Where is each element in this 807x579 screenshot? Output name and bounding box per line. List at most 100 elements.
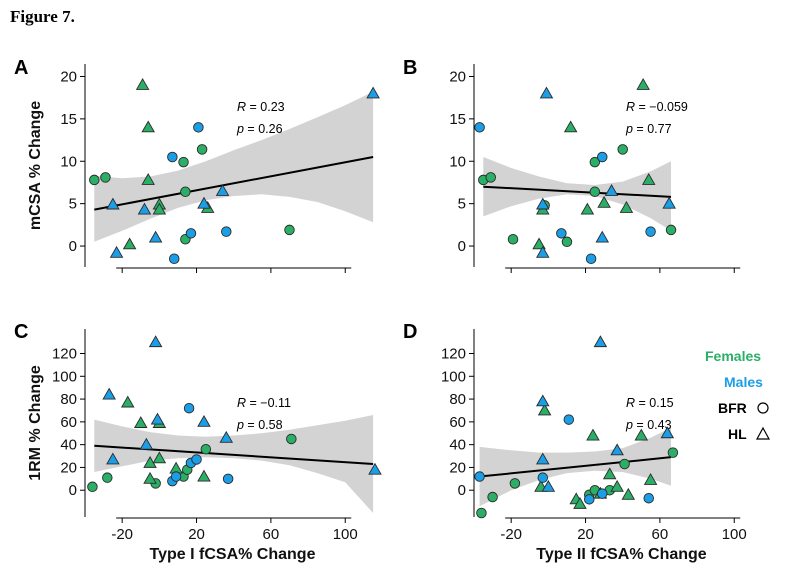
p-value: p = 0.58 xyxy=(236,418,283,432)
data-point-male-triangle xyxy=(366,86,380,99)
data-point-female-triangle xyxy=(133,416,148,428)
data-point-male-circle xyxy=(645,226,656,237)
data-point-male-circle xyxy=(474,122,485,133)
data-point-female-circle xyxy=(100,172,111,183)
data-point-female-circle xyxy=(507,234,519,245)
data-point-female-circle xyxy=(589,156,601,168)
legend-triangle-icon xyxy=(755,426,771,440)
confidence-band xyxy=(94,91,374,242)
regression-line xyxy=(483,185,672,198)
confidence-band xyxy=(94,415,374,513)
data-point-female-circle xyxy=(487,491,498,503)
data-point-female-circle xyxy=(509,478,521,489)
y-tick-label: 120 xyxy=(52,346,77,363)
y-tick-label: 120 xyxy=(441,346,466,363)
data-point-female-triangle xyxy=(143,455,157,468)
x-tick-label: -20 xyxy=(111,526,133,543)
y-tick-label: 20 xyxy=(449,68,466,85)
y-tick-label: 0 xyxy=(69,238,77,255)
data-point-male-triangle xyxy=(148,230,163,243)
data-point-female-circle xyxy=(102,472,113,483)
data-point-male-triangle xyxy=(539,86,554,99)
data-point-male-circle xyxy=(597,151,608,163)
data-point-female-circle xyxy=(665,224,677,236)
data-point-female-triangle xyxy=(122,237,137,250)
y-axis-title: 1RM % Change xyxy=(27,365,44,481)
correlation-r: R = 0.15 xyxy=(626,396,674,410)
legend-circle-icon xyxy=(757,402,769,414)
data-point-male-circle xyxy=(183,402,195,414)
panel-D: D 0 20 40 60 80 100 120 -20 20 60 100 Type II fCSA% … xyxy=(403,321,747,563)
correlation-r: R = −0.11 xyxy=(237,396,291,410)
y-tick-label: 20 xyxy=(60,68,77,85)
correlation-r: R = −0.059 xyxy=(626,100,688,114)
data-point-female-triangle xyxy=(641,173,656,185)
data-point-female-triangle xyxy=(597,195,611,208)
data-point-female-triangle xyxy=(573,496,587,509)
data-point-female-triangle xyxy=(634,428,649,441)
data-point-female-triangle xyxy=(152,202,167,215)
data-point-male-circle xyxy=(597,488,608,499)
data-point-female-circle xyxy=(589,186,601,198)
y-tick-label: 0 xyxy=(69,482,77,499)
panel-A: A 0 5 10 15 20 mCSA % Change R = 0.23 p = 0.26 xyxy=(14,57,380,273)
data-point-female-triangle xyxy=(619,200,634,213)
data-point-female-triangle xyxy=(141,120,155,133)
y-tick-label: 40 xyxy=(60,437,77,454)
data-point-female-circle xyxy=(561,236,573,248)
y-tick-label: 10 xyxy=(60,153,77,170)
p-value: p = 0.26 xyxy=(236,122,283,136)
data-point-male-circle xyxy=(193,122,204,133)
data-point-male-triangle xyxy=(536,197,550,210)
data-point-male-triangle xyxy=(106,452,120,465)
data-point-female-circle xyxy=(178,156,189,168)
y-tick-label: 100 xyxy=(441,368,466,385)
data-point-female-triangle xyxy=(636,78,650,90)
data-point-male-circle xyxy=(185,228,197,239)
data-point-female-circle xyxy=(196,144,208,155)
x-tick-label: 20 xyxy=(577,526,594,543)
x-tick-label: 60 xyxy=(263,526,280,543)
data-point-male-triangle xyxy=(610,443,624,456)
data-point-female-triangle xyxy=(143,471,157,484)
data-point-female-triangle xyxy=(586,428,600,441)
x-tick-label: 100 xyxy=(722,526,747,543)
data-point-male-circle xyxy=(537,472,549,483)
panel-letter-B: B xyxy=(403,57,417,79)
data-point-male-triangle xyxy=(219,430,234,443)
data-point-female-circle xyxy=(619,458,630,470)
data-point-male-triangle xyxy=(197,414,211,427)
regression-line xyxy=(479,456,672,478)
panel-letter-C: C xyxy=(14,321,28,343)
data-point-female-triangle xyxy=(537,403,552,416)
y-tick-label: 80 xyxy=(449,391,466,408)
y-tick-label: 100 xyxy=(52,368,77,385)
y-tick-label: 15 xyxy=(60,111,77,128)
x-axis-title: Type I fCSA% Change xyxy=(150,546,316,563)
data-point-female-triangle xyxy=(580,202,595,215)
data-point-male-triangle xyxy=(604,184,619,196)
y-tick-label: 60 xyxy=(449,414,466,431)
y-tick-label: 0 xyxy=(458,482,466,499)
panels-container: A 0 5 10 15 20 mCSA % Change R = 0.23 p = 0.26 B 0… xyxy=(14,57,747,563)
y-tick-label: 20 xyxy=(449,459,466,476)
confidence-band xyxy=(483,157,671,231)
y-tick-label: 60 xyxy=(60,414,77,431)
data-point-female-circle xyxy=(89,174,100,186)
data-point-male-triangle xyxy=(102,387,116,400)
data-point-male-circle xyxy=(643,492,654,504)
data-point-female-circle xyxy=(286,433,297,445)
data-point-male-triangle xyxy=(139,437,154,450)
data-point-female-circle xyxy=(476,507,487,519)
data-point-male-triangle xyxy=(536,394,550,407)
data-point-male-circle xyxy=(585,253,597,265)
panel-B: B 0 5 10 15 20 R = −0.059 p = 0.77 xyxy=(403,57,741,273)
y-tick-label: 0 xyxy=(458,238,466,255)
data-point-male-circle xyxy=(584,494,595,505)
legend-females-label: Females xyxy=(705,348,761,364)
data-point-female-triangle xyxy=(563,120,578,133)
data-point-male-triangle xyxy=(137,202,152,215)
data-point-male-circle xyxy=(474,471,485,482)
legend: Females Males BFR HL xyxy=(705,348,771,442)
data-point-male-triangle xyxy=(536,452,550,465)
